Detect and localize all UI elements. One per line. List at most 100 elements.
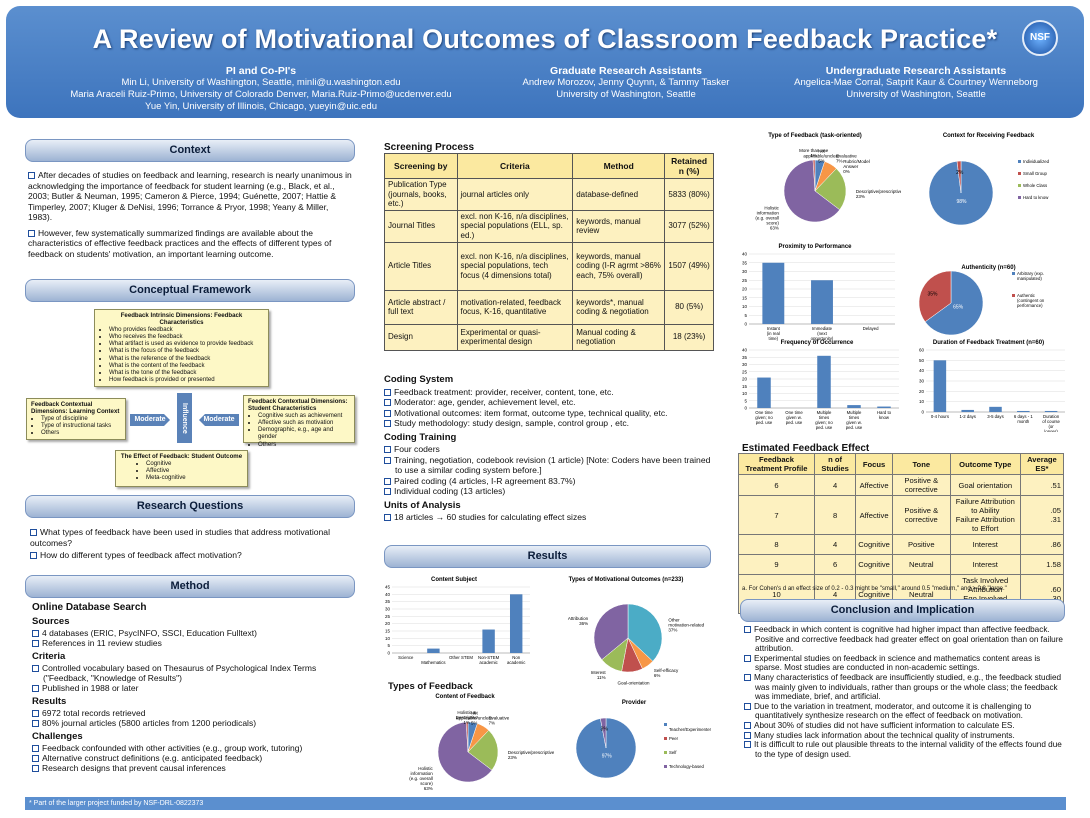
effect-cell: 6 [738,474,815,496]
legend-label: Teacher/Experimenter [669,727,712,732]
effect-row: 8 4 Cognitive Positive Interest .86 [738,534,1065,555]
x-tick-label: Non-STEM [478,655,500,660]
pie-slice [600,717,607,749]
student-item: Demographic, e.g., age and gender [258,426,350,440]
legend-label: Peer [669,736,679,741]
bar [811,280,833,324]
slice-label-line: Descriptive/prescriptive [856,189,901,194]
screening-cell: 1507 (49%) [664,241,714,291]
checkbox-bullet-icon [744,626,751,633]
screening-cell: Experimental or quasi-experimental desig… [456,323,574,351]
y-tick-label: 20 [919,389,925,394]
checkbox-bullet-icon [32,640,39,647]
y-tick-label: 60 [919,348,925,353]
slice-label-line: 23% [856,194,865,199]
y-tick-label: 30 [385,607,391,612]
effect-note: a. For Cohen's d an effect size of 0.2 -… [742,586,1007,592]
checkbox-bullet-icon [384,488,391,495]
slice-label-line: 11% [597,675,606,680]
legend-label-line: Arbitrary (exp. [1017,271,1044,276]
student-item: Others [258,441,350,448]
pie-slice [627,603,663,662]
x-tick-label: ped. use [816,425,833,430]
intrinsic-item: What artifact is used as evidence to pro… [109,340,264,347]
pi-block: PI and Co-PI's Min Li, University of Was… [36,65,486,113]
slice-label-line: score) [766,220,779,225]
x-tick-label: 1-2 days [959,414,975,419]
intrinsic-item: Who receives the feedback [109,333,264,340]
screening-row: Article Titles excl. non K-16, n/a discip… [384,241,714,291]
checkbox-bullet-icon [32,710,39,717]
y-tick-label: 45 [385,585,391,590]
outcome-item: Meta-cognitive [146,474,243,481]
training-item: Individual coding (13 articles) [384,486,719,497]
slice-label-line: 7% [836,159,843,164]
slice-label-line: applicable/unclear [803,153,840,158]
slice-label-line: 36% [579,621,588,626]
checkbox-bullet-icon [744,654,751,662]
y-tick-label: 5 [744,313,747,318]
pi-line: Maria Araceli Ruiz-Primo, University of … [70,89,452,100]
ugra-line: University of Washington, Seattle [846,89,986,100]
slice-label-line: 23% [508,755,517,760]
legend-label: Self [669,750,677,755]
student-item: Affective such as motivation [258,419,350,426]
legend-label: Authentic (contingent on performance) [1017,293,1045,308]
slice-label-line: information [410,771,433,776]
x-tick-label: given; no [755,415,773,420]
x-tick-label: given; no [815,420,833,425]
intrinsic-item: What is the content of the feedback [109,362,264,369]
coding-list: Feedback treatment: provider, receiver, … [384,387,719,429]
x-tick-label: Non [512,655,520,660]
outcome-title: The Effect of Feedback: Student Outcome [120,453,243,460]
conclusion-item: It is difficult to rule out plausible th… [744,740,1064,759]
training-title: Coding Training [384,431,457,443]
effect-cell: Neutral [891,554,951,575]
y-tick-label: 40 [385,592,391,597]
x-tick-label: ped. use [786,420,803,425]
x-tick-label: One time [755,410,773,415]
y-tick-label: 30 [742,269,748,274]
effect-row: 9 6 Cognitive Neutral Interest 1.58 [738,554,1065,575]
conclusion-item-text: Feedback in which content is cognitive h… [754,625,1063,654]
student-title: Feedback Contextual Dimensions: Student … [248,398,348,413]
y-tick-label: 20 [742,287,748,292]
screening-cell: Publication Type (journals, books, etc.) [384,178,458,211]
y-tick-label: 20 [385,621,391,626]
method-item-text: References in 11 review studies [42,638,162,648]
checkbox-bullet-icon [744,702,751,710]
slice-label: Evaluative 7% [836,154,857,164]
outcome-item: Cognitive [146,460,243,467]
slice-label-line: motivation-related [668,622,704,627]
effect-cell: Affective [855,474,893,496]
motivational-outcomes-chart: Types of Motivational Outcomes (n=233) Ot… [568,577,705,685]
y-tick-label: 5 [387,643,390,648]
slice-label-line: Holistic [418,766,433,771]
slice-label: Not applicable/unclear 5% [456,710,493,725]
x-tick-label: of course [1042,419,1060,424]
slice-label-line: 5% [818,158,825,163]
x-tick-label: know [879,415,890,420]
checkbox-bullet-icon [384,388,391,396]
slice-label: Goal-orientation10% [617,681,650,685]
legend-swatch [1018,184,1021,187]
slice-label-line: applicable/unclear [456,715,493,720]
checkbox-bullet-icon [384,399,391,406]
coding-item-text: Moderator: age, gender, achievement leve… [394,397,576,407]
x-tick-label: Mathematics [421,660,445,665]
authenticity-chart: Authenticity (n=60) 65% 35% Arbitrary (exp.… [918,265,1045,336]
slice-label: Rubric/Model Answer 0% [843,159,870,174]
x-tick-label: month [1017,419,1030,424]
y-tick-label: 0 [921,410,924,415]
effect-header-cell: Tone [891,453,951,475]
slice-label: Holistic & Descriptive 1% [456,710,479,725]
intrinsic-item: What is the focus of the feedback [109,347,264,354]
coding-title: Coding System [384,374,454,385]
effect-cell: 1.58 [1019,554,1065,575]
screening-row: Publication Type (journals, books, etc.)… [384,178,714,211]
screening-header-cell: Criteria [456,153,574,179]
screening-header-cell: Method [572,153,666,179]
checkbox-bullet-icon [32,745,39,752]
slice-label-line: Descriptive [456,715,479,720]
screening-cell: Article Titles [384,241,458,291]
